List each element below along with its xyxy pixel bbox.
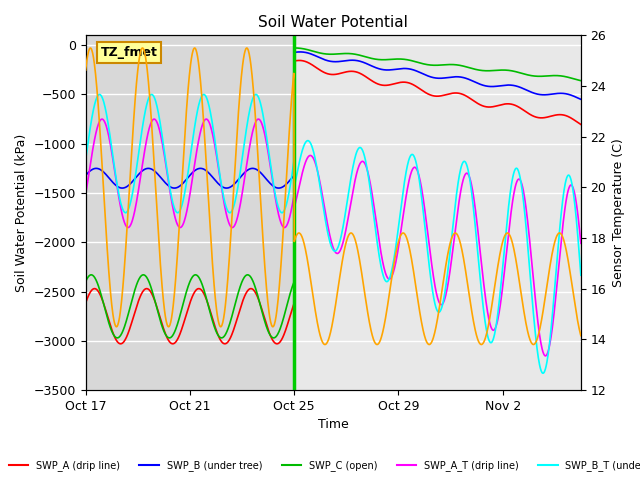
Y-axis label: Sensor Temperature (C): Sensor Temperature (C)	[612, 138, 625, 287]
Bar	[86, 36, 581, 390]
Text: TZ_fmet: TZ_fmet	[100, 46, 157, 59]
Y-axis label: Soil Water Potential (kPa): Soil Water Potential (kPa)	[15, 133, 28, 292]
X-axis label: Time: Time	[318, 419, 349, 432]
Title: Soil Water Potential: Soil Water Potential	[259, 15, 408, 30]
Legend: SWP_A (drip line), SWP_B (under tree), SWP_C (open), SWP_A_T (drip line), SWP_B_: SWP_A (drip line), SWP_B (under tree), S…	[5, 456, 640, 475]
Bar	[86, 36, 294, 390]
